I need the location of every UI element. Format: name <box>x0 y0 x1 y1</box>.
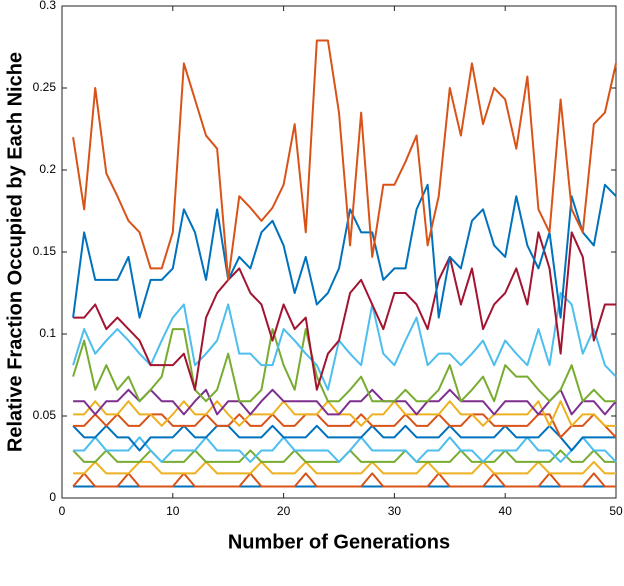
line-series <box>72 39 617 281</box>
line-series <box>73 400 616 427</box>
y-tick-label: 0.2 <box>39 162 56 176</box>
x-axis-label: Number of Generations <box>228 531 450 553</box>
line-series <box>72 292 617 391</box>
x-tick-label: 10 <box>166 504 180 518</box>
x-tick-label: 30 <box>388 504 402 518</box>
plot-frame <box>61 5 617 499</box>
line-series <box>72 424 616 452</box>
y-tick-label: 0.1 <box>39 326 56 340</box>
y-tick-label: 0.05 <box>33 408 57 422</box>
line-series <box>73 413 617 439</box>
x-tick-label: 40 <box>499 504 513 518</box>
line-series <box>73 231 616 391</box>
line-series <box>72 472 616 488</box>
y-axis-label: Relative Fraction Occupied by Each Niche <box>4 52 26 452</box>
y-tick-label: 0.15 <box>33 244 57 258</box>
y-tick-label: 0 <box>49 490 56 504</box>
y-tick-label: 0.3 <box>39 0 56 12</box>
y-tick-label: 0.25 <box>33 80 57 94</box>
x-tick-label: 50 <box>609 504 623 518</box>
line-series <box>72 328 616 403</box>
line-series <box>72 183 617 319</box>
line-series <box>73 460 616 475</box>
x-tick-label: 0 <box>59 504 66 518</box>
line-series <box>73 388 617 416</box>
x-tick-label: 20 <box>277 504 291 518</box>
line-series <box>73 436 617 463</box>
